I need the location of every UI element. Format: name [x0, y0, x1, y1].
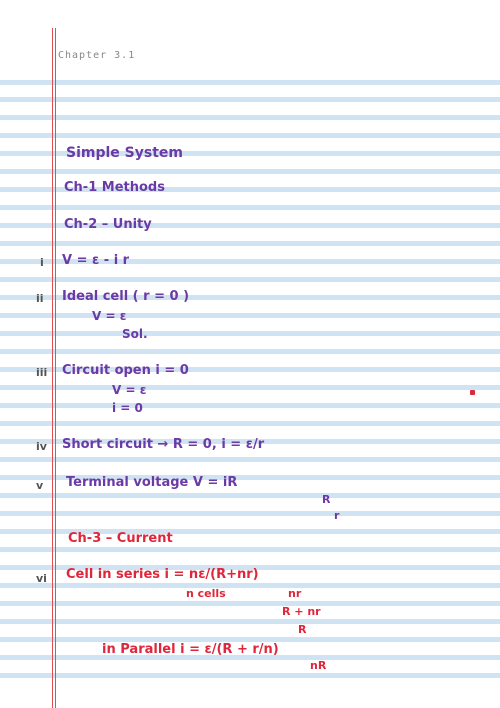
margin-line [52, 28, 53, 708]
rule-line [0, 421, 500, 426]
note-line: Ideal cell ( r = 0 ) [62, 289, 190, 304]
note-line: V = ε [92, 309, 127, 323]
rule-line [0, 457, 500, 462]
rule-line [0, 637, 500, 642]
note-line: r [334, 509, 340, 522]
red-note-line: R + nr [282, 605, 321, 618]
red-note-line: nr [288, 587, 302, 600]
rule-line [0, 151, 500, 156]
rule-line [0, 439, 500, 444]
rule-line [0, 601, 500, 606]
rule-line [0, 115, 500, 120]
rule-line [0, 493, 500, 498]
red-note-line: n cells [186, 587, 226, 600]
red-note-line: in Parallel i = ε/(R + r/n) [102, 642, 279, 657]
note-line: i = 0 [112, 401, 143, 415]
rule-line [0, 205, 500, 210]
rule-line [0, 133, 500, 138]
note-line: Ch-1 Methods [64, 180, 165, 195]
note-title: Simple System [66, 145, 183, 161]
rule-line [0, 673, 500, 678]
red-note-line: Cell in series i = nε/(R+nr) [66, 567, 259, 582]
note-line: Circuit open i = 0 [62, 363, 189, 378]
red-note-line: R [298, 623, 307, 636]
rule-line [0, 295, 500, 300]
item-marker: iii [36, 366, 48, 379]
item-marker: vi [36, 572, 47, 585]
rule-line [0, 80, 500, 85]
rule-line [0, 187, 500, 192]
note-line: V = ε - i r [62, 253, 130, 268]
rule-line [0, 385, 500, 390]
rule-line [0, 169, 500, 174]
note-line: V = ε [112, 383, 147, 397]
page-header: Chapter 3.1 [58, 50, 136, 61]
rule-line [0, 619, 500, 624]
margin-line [55, 28, 56, 708]
rule-line [0, 565, 500, 570]
note-line: Terminal voltage V = iR [66, 475, 238, 490]
rule-line [0, 529, 500, 534]
rule-line [0, 403, 500, 408]
note-line: Sol. [122, 327, 148, 341]
rule-line [0, 97, 500, 102]
rule-line [0, 547, 500, 552]
rule-line [0, 331, 500, 336]
rule-line [0, 241, 500, 246]
red-note-line: nR [310, 659, 327, 672]
item-marker: iv [36, 440, 47, 453]
note-line: Ch-2 – Unity [64, 217, 152, 232]
note-line: R [322, 493, 331, 506]
item-marker: ii [36, 292, 44, 305]
rule-line [0, 511, 500, 516]
red-dot [470, 390, 475, 395]
rule-line [0, 259, 500, 264]
item-marker: v [36, 479, 44, 492]
rule-line [0, 583, 500, 588]
note-line: Short circuit → R = 0, i = ε/r [62, 437, 265, 452]
rule-line [0, 349, 500, 354]
rule-line [0, 475, 500, 480]
rule-line [0, 277, 500, 282]
red-note-line: Ch-3 – Current [68, 531, 173, 546]
rule-line [0, 313, 500, 318]
rule-line [0, 655, 500, 660]
rule-line [0, 223, 500, 228]
item-marker: i [40, 256, 44, 269]
rule-line [0, 367, 500, 372]
